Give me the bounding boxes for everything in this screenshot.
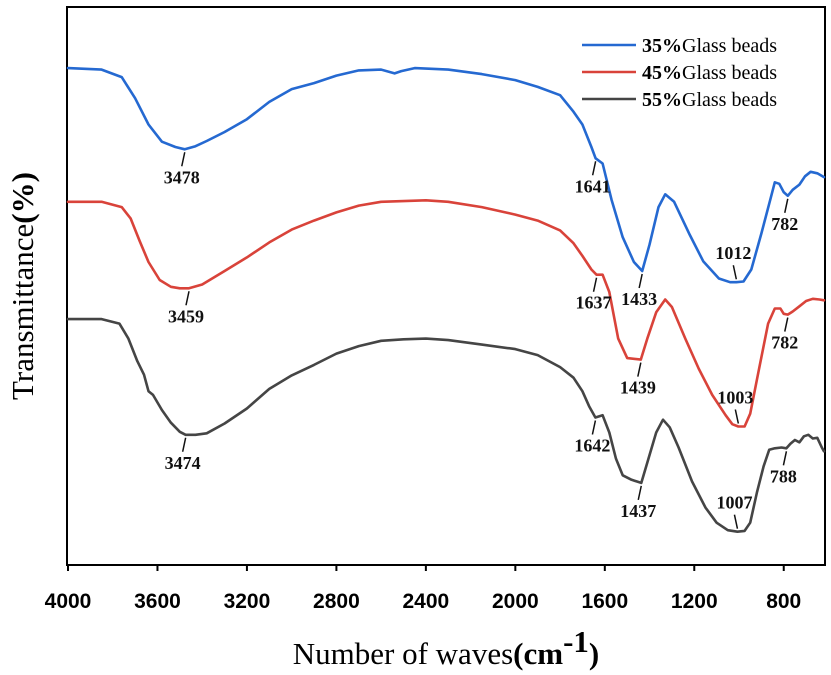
- peak-label-1439: 1439: [620, 378, 656, 398]
- x-axis-title: Number of waves(cm-1): [293, 624, 599, 671]
- peak-leader-1433: [638, 273, 643, 289]
- peak-leader-788: [782, 451, 788, 466]
- peak-leader-1642: [591, 420, 597, 435]
- x-tick-label-3200: 3200: [224, 590, 271, 613]
- peak-leader-3474: [181, 437, 187, 452]
- peak-leader-782: [784, 317, 789, 332]
- peak-leader-1641: [591, 161, 597, 176]
- peak-label-1007: 1007: [716, 493, 752, 513]
- legend: 35%Glass beads 45%Glass beads 55%Glass bea…: [582, 35, 777, 111]
- peak-label-3474: 3474: [165, 453, 201, 473]
- peak-leader-1439: [637, 362, 642, 377]
- peak-label-782: 782: [771, 214, 798, 234]
- x-tick-label-2000: 2000: [492, 590, 539, 613]
- plot-frame: [66, 6, 826, 566]
- peak-label-782: 782: [771, 333, 798, 353]
- legend-label-1: 35%Glass beads: [642, 35, 777, 57]
- peak-leader-1003: [734, 409, 740, 424]
- peak-annotations: 3478 1641 1433 1012 782 3459 1637 1439 1003 782 34…: [164, 152, 798, 529]
- series-line-1: [66, 66, 826, 284]
- x-tick-label-1200: 1200: [671, 590, 718, 613]
- peak-label-1003: 1003: [717, 388, 753, 408]
- peak-leader-1637: [592, 277, 598, 292]
- x-tick-label-1600: 1600: [581, 590, 628, 613]
- series-line-3: [66, 317, 826, 533]
- legend-label-3: 55%Glass beads: [642, 89, 777, 111]
- peak-leader-1437: [637, 485, 642, 501]
- peak-leader-1007: [733, 514, 739, 529]
- peak-label-788: 788: [770, 466, 797, 486]
- peak-label-1642: 1642: [574, 435, 610, 455]
- legend-label-2: 45%Glass beads: [642, 62, 777, 84]
- x-tick-label-3600: 3600: [134, 590, 181, 613]
- x-tick-label-800: 800: [766, 590, 801, 613]
- peak-label-1433: 1433: [621, 289, 657, 309]
- peak-leader-782: [784, 198, 789, 213]
- peak-label-1637: 1637: [576, 293, 612, 313]
- peak-leader-1012: [732, 265, 738, 280]
- peak-label-3478: 3478: [164, 167, 200, 187]
- series-line-2: [66, 199, 826, 428]
- peak-label-3459: 3459: [168, 306, 204, 326]
- peak-label-1012: 1012: [715, 243, 751, 263]
- peak-leader-3459: [185, 291, 190, 306]
- x-axis-ticks: 4000 3600 3200 2800 2400 2000 1600 1200 800: [45, 564, 801, 613]
- peak-label-1437: 1437: [620, 501, 656, 521]
- peak-leader-3478: [181, 152, 186, 167]
- x-tick-label-2400: 2400: [403, 590, 450, 613]
- x-tick-label-2800: 2800: [313, 590, 360, 613]
- y-axis-title: Transmittance(%): [5, 172, 40, 400]
- peak-label-1641: 1641: [575, 176, 611, 196]
- x-tick-label-4000: 4000: [45, 590, 92, 613]
- series-curves: [66, 66, 826, 533]
